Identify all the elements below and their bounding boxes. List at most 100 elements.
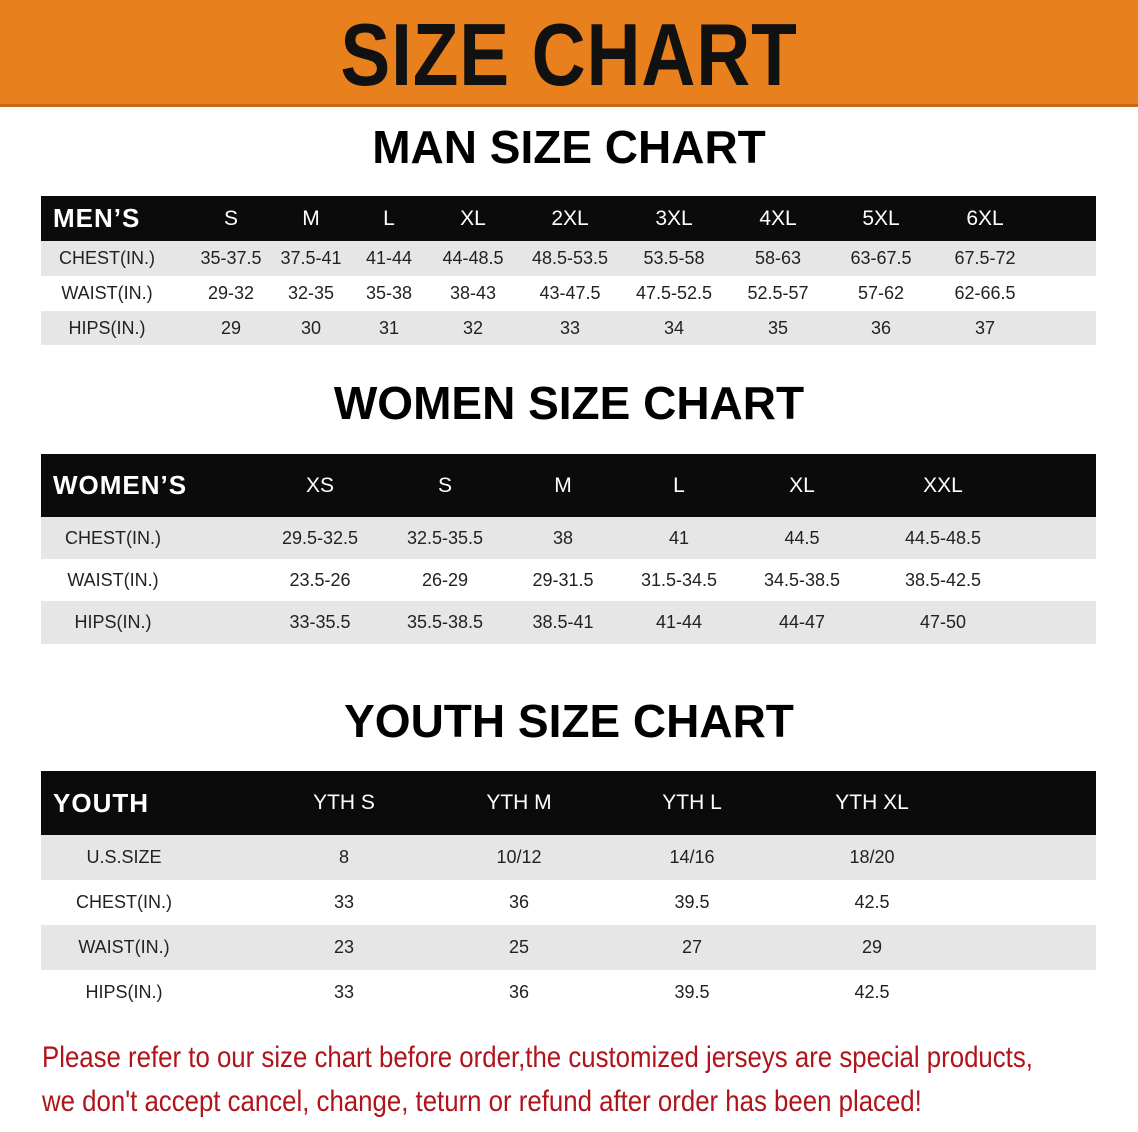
measurement-cell: 67.5-72 xyxy=(954,248,1016,268)
row-label-cell: U.S.SIZE xyxy=(86,847,162,867)
measurement-cell: 44.5 xyxy=(784,527,820,548)
measurement-cell: 39.5 xyxy=(674,982,710,1002)
table-header-row: YOUTH YTH S YTH M YTH L YTH XL xyxy=(41,771,1096,835)
order-note-line-1: Please refer to our size chart before or… xyxy=(42,1041,1033,1074)
table-header-row: WOMEN’S XS S M L XL XXL xyxy=(41,454,1096,517)
measurement-cell: 37.5-41 xyxy=(280,248,342,268)
measurement-cell: 35 xyxy=(767,317,789,338)
size-header-cell: XL xyxy=(460,206,486,230)
size-header-cell: S xyxy=(437,473,452,497)
size-header-cell: YTH L xyxy=(662,791,722,814)
measurement-cell: 44-48.5 xyxy=(442,248,504,268)
size-header-cell: XS xyxy=(305,473,334,497)
size-header-cell: M xyxy=(302,206,320,230)
measurement-cell: 32-35 xyxy=(287,283,335,303)
table-row: CHEST(IN.) 33 36 39.5 42.5 xyxy=(41,880,1096,925)
size-header-cell: S xyxy=(223,206,238,230)
youth-section-title: YOUTH SIZE CHART xyxy=(344,695,794,747)
measurement-cell: 29-32 xyxy=(207,283,255,303)
table-row: HIPS(IN.) 29 30 31 32 33 34 35 36 37 xyxy=(41,311,1096,345)
measurement-cell: 41 xyxy=(668,527,690,548)
measurement-cell: 31 xyxy=(378,317,400,338)
measurement-cell: 31.5-34.5 xyxy=(640,569,718,590)
size-header-cell: XXL xyxy=(923,473,963,497)
measurement-cell: 32.5-35.5 xyxy=(406,527,484,548)
measurement-cell: 53.5-58 xyxy=(643,248,705,268)
measurement-cell: 14/16 xyxy=(669,847,715,867)
row-label-cell: CHEST(IN.) xyxy=(65,527,161,548)
measurement-cell: 32 xyxy=(462,317,484,338)
table-title-cell: YOUTH xyxy=(53,787,149,818)
size-header-cell: XL xyxy=(789,473,815,497)
measurement-cell: 29 xyxy=(220,317,242,338)
measurement-cell: 29-31.5 xyxy=(532,569,594,590)
measurement-cell: 58-63 xyxy=(754,248,802,268)
table-header-row: MEN’S S M L XL 2XL 3XL 4XL 5XL 6XL xyxy=(41,196,1096,241)
row-label-cell: CHEST(IN.) xyxy=(76,892,172,912)
measurement-cell: 35-37.5 xyxy=(200,248,262,268)
measurement-cell: 30 xyxy=(300,317,322,338)
size-header-cell: 6XL xyxy=(966,206,1004,230)
row-label-cell: WAIST(IN.) xyxy=(67,569,159,590)
measurement-cell: 27 xyxy=(681,937,703,957)
size-header-cell: M xyxy=(554,473,572,497)
measurement-cell: 25 xyxy=(508,937,530,957)
measurement-cell: 35.5-38.5 xyxy=(406,612,484,632)
measurement-cell: 47-50 xyxy=(919,612,967,632)
table-row: CHEST(IN.) 35-37.5 37.5-41 41-44 44-48.5 48.5… xyxy=(41,241,1096,276)
measurement-cell: 23 xyxy=(333,937,355,957)
order-note-line-2: we don't accept cancel, change, teturn o… xyxy=(42,1085,922,1118)
measurement-cell: 10/12 xyxy=(496,847,542,867)
measurement-cell: 38.5-42.5 xyxy=(904,569,982,590)
size-header-cell: 3XL xyxy=(655,206,693,230)
size-header-cell: 5XL xyxy=(862,206,900,230)
measurement-cell: 38 xyxy=(552,527,574,548)
table-title-cell: WOMEN’S xyxy=(53,470,188,500)
table-row: U.S.SIZE 8 10/12 14/16 18/20 xyxy=(41,835,1096,880)
measurement-cell: 8 xyxy=(338,847,349,867)
measurement-cell: 34 xyxy=(663,317,685,338)
size-header-cell: YTH XL xyxy=(835,791,909,814)
table-title-cell: MEN’S xyxy=(53,203,141,233)
size-header-cell: 2XL xyxy=(551,206,589,230)
measurement-cell: 34.5-38.5 xyxy=(763,569,841,590)
measurement-cell: 43-47.5 xyxy=(539,283,601,303)
table-row: WAIST(IN.) 29-32 32-35 35-38 38-43 43-47.5 47.… xyxy=(41,276,1096,311)
women-section-title: WOMEN SIZE CHART xyxy=(333,377,805,429)
measurement-cell: 41-44 xyxy=(365,248,413,268)
measurement-cell: 63-67.5 xyxy=(850,248,912,268)
measurement-cell: 47.5-52.5 xyxy=(635,283,713,303)
measurement-cell: 33-35.5 xyxy=(289,612,351,632)
measurement-cell: 41-44 xyxy=(655,612,703,632)
measurement-cell: 48.5-53.5 xyxy=(531,248,609,268)
measurement-cell: 57-62 xyxy=(857,283,905,303)
measurement-cell: 44-47 xyxy=(778,612,826,632)
measurement-cell: 33 xyxy=(559,317,581,338)
measurement-cell: 36 xyxy=(508,892,530,912)
size-header-cell: YTH M xyxy=(486,791,552,814)
row-label-cell: HIPS(IN.) xyxy=(74,612,152,632)
measurement-cell: 38.5-41 xyxy=(532,612,594,632)
measurement-cell: 33 xyxy=(333,892,355,912)
measurement-cell: 37 xyxy=(974,317,996,338)
size-header-cell: L xyxy=(383,206,395,230)
measurement-cell: 29.5-32.5 xyxy=(281,527,359,548)
measurement-cell: 36 xyxy=(870,317,892,338)
table-row: HIPS(IN.) 33 36 39.5 42.5 xyxy=(41,970,1096,1015)
size-header-cell: L xyxy=(673,473,685,497)
measurement-cell: 42.5 xyxy=(854,982,890,1002)
measurement-cell: 44.5-48.5 xyxy=(904,527,982,548)
table-row: CHEST(IN.) 29.5-32.5 32.5-35.5 38 41 44.5 44.5… xyxy=(41,517,1096,559)
measurement-cell: 52.5-57 xyxy=(747,283,809,303)
measurement-cell: 26-29 xyxy=(421,569,469,590)
measurement-cell: 18/20 xyxy=(849,847,895,867)
size-header-cell: 4XL xyxy=(759,206,797,230)
banner-title: SIZE CHART xyxy=(340,5,798,104)
table-row: WAIST(IN.) 23.5-26 26-29 29-31.5 31.5-34.5 34… xyxy=(41,559,1096,601)
banner: SIZE CHART xyxy=(0,0,1138,107)
row-label-cell: WAIST(IN.) xyxy=(78,937,170,957)
measurement-cell: 38-43 xyxy=(449,283,497,303)
men-section-title: MAN SIZE CHART xyxy=(372,121,766,173)
row-label-cell: CHEST(IN.) xyxy=(59,248,155,268)
row-label-cell: WAIST(IN.) xyxy=(61,283,153,303)
